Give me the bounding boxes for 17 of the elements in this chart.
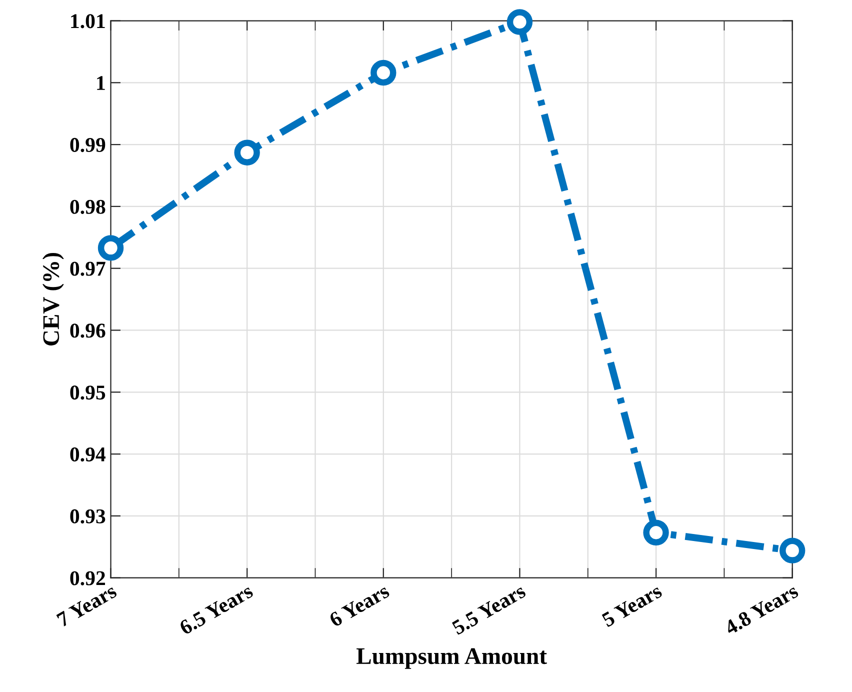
y-tick-label: 0.98 [70,200,106,214]
x-tick-label: 5 Years [601,584,663,628]
y-tick-label: 1.01 [71,14,105,28]
y-tick-label: 0.96 [70,324,106,338]
x-tick-label: 6 Years [328,584,390,628]
y-tick-label: 0.99 [70,138,106,152]
y-tick-label: 0.95 [70,386,106,400]
y-tick-label: 0.94 [70,447,106,462]
y-tick-label: 0.97 [70,262,106,276]
y-tick-label: 0.92 [70,571,106,586]
x-tick-label: 6.5 Years [178,584,254,636]
y-tick-label: 1 [97,76,105,90]
y-tick-label: 0.93 [70,509,106,524]
x-axis-title: Lumpsum Amount [356,648,547,669]
y-axis-title: CEV (%) [42,252,64,346]
x-tick-label: 5.5 Years [451,584,527,636]
x-tick-label: 4.8 Years [723,583,800,636]
